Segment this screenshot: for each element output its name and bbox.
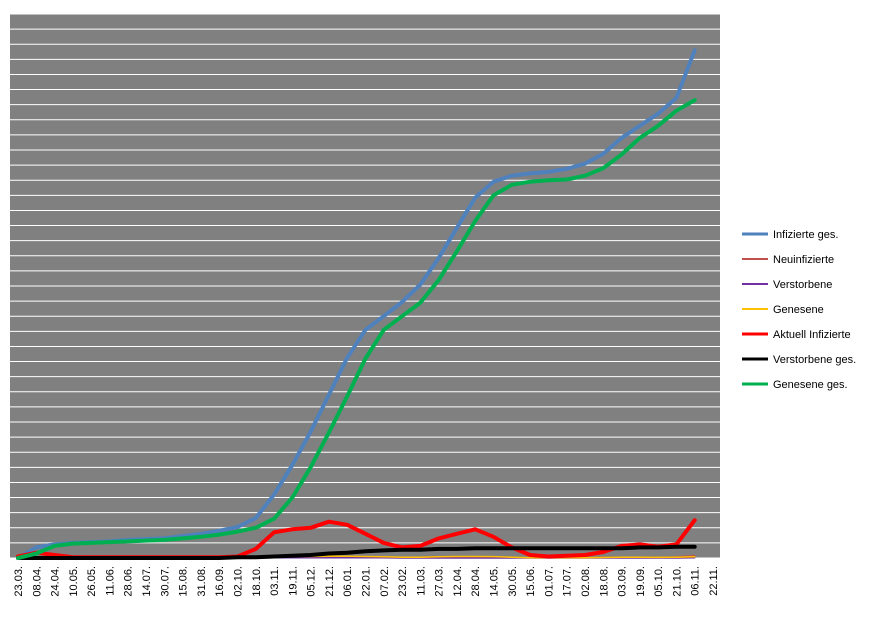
x-tick-label: 19.09.: [635, 566, 647, 597]
x-tick-label: 12.04.: [452, 566, 464, 597]
x-tick-label: 22.01.: [361, 566, 373, 597]
x-tick-label: 07.02.: [379, 566, 391, 597]
legend-label: Verstorbene ges.: [773, 354, 856, 366]
series-line: [16, 98, 697, 560]
x-tick-label: 23.03.: [13, 566, 25, 597]
x-tick-label: 03.09.: [617, 566, 629, 597]
x-tick-label: 16.09.: [214, 566, 226, 597]
x-tick-label: 21.12.: [324, 566, 336, 597]
x-tick-label: 28.06.: [123, 566, 135, 597]
x-tick-label: 11.03.: [415, 566, 427, 596]
series-line: [16, 544, 697, 560]
x-tick-label: 11.06.: [104, 566, 116, 596]
x-tick-label: 10.05.: [68, 566, 80, 597]
x-tick-label: 26.05.: [86, 566, 98, 597]
x-tick-label: 05.12.: [306, 566, 318, 597]
x-tick-label: 23.02.: [397, 566, 409, 597]
x-tick-label: 14.07.: [141, 566, 153, 597]
x-tick-label: 22.11.: [708, 566, 720, 596]
legend-label: Genesene ges.: [773, 379, 848, 391]
x-tick-label: 06.11.: [690, 566, 702, 596]
x-tick-label: 30.05.: [507, 566, 519, 597]
x-tick-label: 18.08.: [598, 566, 610, 597]
x-tick-label: 28.04.: [470, 566, 482, 597]
legend-label: Genesene: [773, 304, 824, 316]
x-tick-label: 17.07.: [562, 566, 574, 597]
x-tick-label: 02.08.: [580, 566, 592, 597]
x-tick-label: 01.07.: [543, 566, 555, 597]
x-tick-label: 24.04.: [50, 566, 62, 597]
x-tick-label: 27.03.: [434, 566, 446, 597]
x-tick-label: 31.08.: [196, 566, 208, 597]
x-tick-label: 15.06.: [525, 566, 537, 597]
x-tick-label: 14.05.: [489, 566, 501, 597]
x-tick-label: 08.04.: [31, 566, 43, 597]
x-tick-label: 18.10.: [251, 566, 263, 597]
x-tick-label: 02.10.: [232, 566, 244, 597]
x-tick-label: 15.08.: [178, 566, 190, 597]
x-tick-label: 06.01.: [342, 566, 354, 597]
legend-label: Aktuell Infizierte: [773, 329, 851, 341]
x-tick-label: 19.11.: [287, 566, 299, 596]
x-tick-label: 03.11.: [269, 566, 281, 596]
legend-label: Verstorbene: [773, 279, 832, 291]
x-tick-label: 30.07.: [159, 566, 171, 597]
legend-label: Infizierte ges.: [773, 229, 838, 241]
x-tick-label: 05.10.: [653, 566, 665, 597]
x-tick-label: 21.10.: [671, 566, 683, 597]
legend-label: Neuinfizierte: [773, 254, 834, 266]
